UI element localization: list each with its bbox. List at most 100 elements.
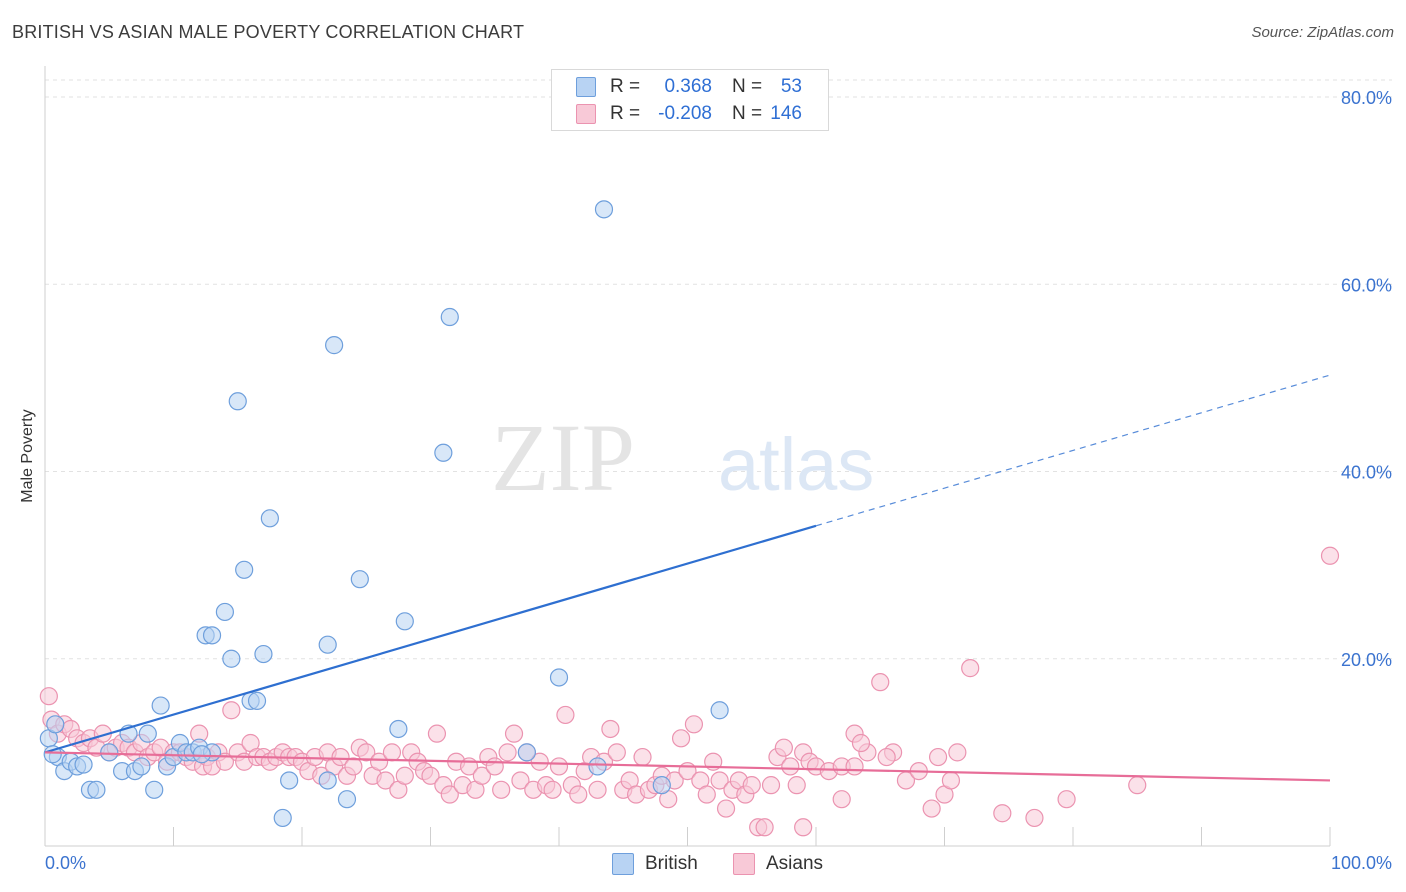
british-point (247, 691, 267, 710)
british-point (594, 200, 614, 219)
legend-n-value: 53 (780, 76, 802, 97)
british-swatch (576, 77, 596, 97)
trend-lines (44, 374, 1331, 782)
asians-point (774, 738, 793, 757)
asians-point (472, 766, 491, 785)
source-label: Source: ZipAtlas.com (1251, 24, 1394, 41)
british-point (389, 719, 408, 739)
asians-point (530, 752, 549, 771)
asians-point (376, 771, 395, 790)
y-tick-label: 20.0% (1341, 650, 1392, 670)
asians-point (543, 780, 562, 799)
british-point (228, 392, 247, 411)
x-tick-label: 0.0% (45, 853, 86, 873)
correlation-legend: R = 0.368 N = 53 R = -0.208 N = 146 (551, 69, 829, 131)
british-trend-extension (815, 374, 1331, 527)
asians-point (601, 719, 620, 739)
asians-point (357, 743, 376, 762)
british-point (652, 776, 671, 795)
asians-point (961, 659, 980, 678)
british-point (192, 745, 211, 764)
legend-r-label: R = (610, 76, 641, 97)
british-point (350, 570, 369, 589)
asians-point (794, 818, 813, 837)
asians-point (697, 785, 716, 804)
asians-point (928, 747, 948, 767)
asians-point (421, 766, 440, 785)
asians-point (877, 747, 896, 767)
legend-r-value: 0.368 (664, 76, 712, 97)
asians-point (395, 766, 414, 785)
british-point (151, 696, 170, 715)
asians-point (922, 799, 941, 818)
asians-point (1320, 546, 1340, 565)
asians-point (370, 752, 389, 771)
british-points (39, 200, 729, 828)
asians-point (588, 780, 607, 799)
watermark-zip: ZIP (491, 404, 635, 511)
asians-point (39, 687, 58, 706)
legend-r-value: -0.208 (658, 103, 712, 124)
british-point (318, 635, 337, 654)
british-point (74, 755, 93, 774)
y-tick-label: 80.0% (1341, 88, 1392, 108)
asians-point (787, 776, 806, 795)
asians-point (716, 799, 736, 818)
british-point (132, 757, 151, 776)
asians-point (871, 673, 890, 692)
legend-n-label: N = (732, 76, 763, 97)
asians-point (851, 733, 871, 753)
asians-point (440, 785, 459, 804)
asians-legend-label: Asians (766, 853, 824, 874)
x-tick-label: 100.0% (1331, 853, 1392, 873)
legend-r-label: R = (610, 103, 641, 124)
y-tick-label: 40.0% (1341, 463, 1392, 483)
asians-point (845, 757, 864, 776)
british-trend-line (44, 524, 817, 754)
asians-points (39, 546, 1340, 837)
asians-point (498, 743, 517, 762)
legend-row-british: R = 0.368 N = 53 (552, 74, 828, 100)
legend-row-asians: R = -0.208 N = 146 (552, 101, 828, 127)
asians-swatch (576, 104, 596, 124)
asians-point (504, 724, 524, 743)
asians-point (832, 790, 851, 809)
asians-point (684, 715, 704, 734)
british-point (46, 715, 65, 734)
asians-point (633, 747, 652, 767)
asians-point (511, 771, 530, 790)
asians-point (1128, 776, 1147, 795)
asians-point (1057, 790, 1076, 809)
asians-point (549, 757, 569, 776)
asians-point (331, 747, 350, 767)
asians-point (948, 743, 967, 762)
asians-point (485, 757, 504, 776)
british-point (138, 724, 157, 743)
british-point (254, 644, 273, 664)
tick-labels: 20.0% 40.0% 60.0% 80.0% 0.0% 100.0% (45, 88, 1392, 873)
british-point (273, 808, 292, 828)
british-point (325, 336, 344, 355)
y-tick-label: 60.0% (1341, 275, 1392, 295)
asians-point (993, 804, 1012, 823)
british-legend-swatch (612, 853, 634, 875)
british-point (549, 668, 569, 687)
asians-point (941, 771, 961, 790)
asians-point (761, 776, 781, 795)
british-point (87, 780, 106, 799)
legend-n-label: N = (732, 103, 763, 124)
asians-point (569, 785, 588, 804)
british-point (434, 443, 453, 462)
british-point (145, 780, 164, 799)
asians-point (671, 729, 691, 748)
asians-point (710, 771, 729, 790)
asians-point (427, 724, 447, 743)
asians-point (607, 743, 626, 762)
chart-title: BRITISH VS ASIAN MALE POVERTY CORRELATIO… (12, 22, 525, 42)
british-point (260, 509, 279, 528)
watermark: ZIP atlas (491, 404, 874, 511)
british-point (710, 701, 729, 720)
british-point (337, 790, 357, 809)
watermark-atlas: atlas (718, 423, 874, 506)
